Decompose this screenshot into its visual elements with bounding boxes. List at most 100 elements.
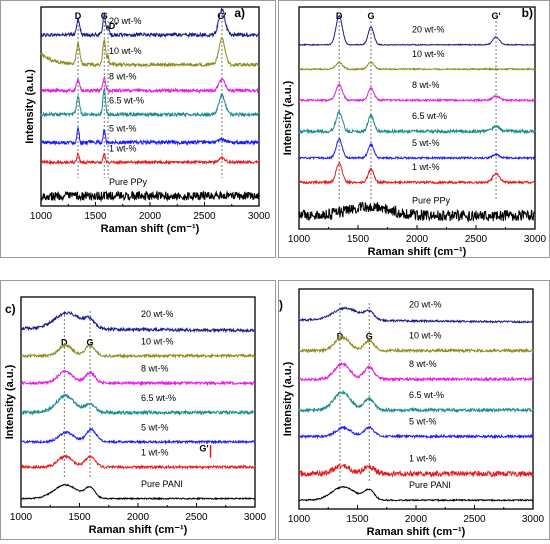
series-line xyxy=(298,485,534,503)
series-line xyxy=(298,425,534,440)
series-line xyxy=(40,36,260,69)
series-line xyxy=(40,75,259,94)
series-label: 5 wt-% xyxy=(109,123,137,133)
series-label: 20 wt-% xyxy=(409,300,442,310)
series-label: 20 wt-% xyxy=(109,16,142,26)
series-label: 10 wt-% xyxy=(412,49,445,59)
series-line xyxy=(21,483,256,501)
series-line xyxy=(40,127,260,147)
y-axis-label: Intensity (a.u.) xyxy=(282,80,294,155)
series-label: 6.5 wt-% xyxy=(409,390,444,400)
series-label: Pure PPy xyxy=(412,195,451,205)
panel-d: D G 20 wt-% 10 wt-% 8 wt-% 6.5 wt-% 5 wt-% 1 wt… xyxy=(272,280,550,540)
chart-a: D GD'G'20 wt-%10 wt-%8 wt-%6.5 wt-%5 wt-%… xyxy=(24,6,271,235)
peak-label: D' xyxy=(109,21,118,31)
peak-label: D xyxy=(337,332,344,342)
series-label: 8 wt-% xyxy=(109,72,137,82)
series-label: 6.5 wt-% xyxy=(109,96,144,106)
series-label: 10 wt-% xyxy=(109,46,142,56)
x-tick-label: 3000 xyxy=(522,514,545,525)
x-tick-label: 2000 xyxy=(405,514,428,525)
peak-label: D xyxy=(75,11,82,21)
series-line xyxy=(298,201,536,223)
x-tick-label: 2500 xyxy=(465,234,488,245)
x-tick-label: 1500 xyxy=(347,234,370,245)
panel-label: a) xyxy=(234,6,245,20)
series-line xyxy=(40,6,260,39)
x-tick-label: 2000 xyxy=(406,234,429,245)
x-tick-label: 1000 xyxy=(10,512,33,523)
series-label: 5 wt-% xyxy=(409,416,437,426)
series-line xyxy=(20,393,256,416)
series-label: 1 wt-% xyxy=(141,448,169,458)
x-axis-label: Raman shift (cm⁻¹) xyxy=(367,526,466,538)
series-line xyxy=(20,427,256,445)
x-tick-label: 3000 xyxy=(244,512,267,523)
series-line xyxy=(40,86,260,118)
x-axis-label: Raman shift (cm⁻¹) xyxy=(368,246,467,257)
series-line xyxy=(298,161,536,186)
x-tick-label: 2000 xyxy=(139,211,162,222)
series-line xyxy=(40,152,260,166)
series-label: 1 wt-% xyxy=(109,143,137,153)
series-label: 5 wt-% xyxy=(412,138,440,148)
series-line xyxy=(298,109,536,135)
series-label: 10 wt-% xyxy=(141,336,174,346)
series-label: 20 wt-% xyxy=(141,309,174,319)
series-line xyxy=(298,335,534,354)
x-tick-label: 1500 xyxy=(346,514,369,525)
series-line xyxy=(20,343,256,359)
peak-label: G xyxy=(367,11,374,21)
x-tick-label: 2500 xyxy=(193,211,216,222)
y-axis-label: Intensity (a.u.) xyxy=(4,364,16,439)
panel-a: D G D' G' 20 wt-% 10 wt-% 8 wt-% 6.5 wt-% 5 wt-%… xyxy=(0,0,276,258)
x-tick-label: 1000 xyxy=(30,211,53,222)
chart-d: D G 20 wt-% 10 wt-% 8 wt-% 6.5 wt-% 5 wt-% 1 wt… xyxy=(272,288,545,538)
chart-c: D G 20 wt-% 10 wt-% 8 wt-% 6.5 wt-% 5 wt-% 1 wt… xyxy=(4,296,267,536)
panel-b: D G G' 20 wt-% 10 wt-% 8 wt-% 6.5 wt-% 5 wt-% 1 … xyxy=(278,0,550,258)
peak-label: D xyxy=(61,337,68,347)
series-line xyxy=(298,82,536,103)
x-tick-label: 2000 xyxy=(127,512,150,523)
y-axis-label: Intensity (a.u.) xyxy=(282,361,294,436)
peak-label: G xyxy=(87,337,94,347)
y-axis-label: Intensity (a.u.) xyxy=(24,69,36,144)
peak-label: G' xyxy=(217,11,226,21)
series-line xyxy=(298,14,536,47)
peak-label: G xyxy=(366,332,373,342)
series-line xyxy=(299,136,536,161)
series-label: 10 wt-% xyxy=(409,331,442,341)
x-tick-label: 2500 xyxy=(185,512,208,523)
chart-b: D G G'20 wt-%10 wt-%8 wt-%6.5 wt-%5 wt-%1 … xyxy=(282,6,547,258)
x-axis-label: Raman shift (cm⁻¹) xyxy=(101,223,200,235)
series-label: 1 wt-% xyxy=(409,454,437,464)
series-line xyxy=(20,369,256,387)
series-label: 8 wt-% xyxy=(141,364,169,374)
series-label: 1 wt-% xyxy=(412,162,440,172)
peak-label: G' xyxy=(491,11,500,21)
series-line xyxy=(298,463,534,478)
series-line xyxy=(40,190,260,203)
x-tick-label: 3000 xyxy=(248,211,271,222)
series-line xyxy=(298,389,534,414)
series-label: 6.5 wt-% xyxy=(412,111,447,121)
series-label: Pure PANI xyxy=(409,480,451,490)
series-label: 20 wt-% xyxy=(412,25,445,35)
panel-label: b) xyxy=(522,6,533,20)
panel-label: d) xyxy=(279,298,283,312)
series-line xyxy=(299,61,536,72)
x-tick-label: 1000 xyxy=(288,234,311,245)
series-label: Pure PPy xyxy=(109,177,148,187)
x-tick-label: 1500 xyxy=(68,512,91,523)
extra-peak-label: G' xyxy=(199,443,208,453)
x-tick-label: 2500 xyxy=(463,514,486,525)
series-label: 5 wt-% xyxy=(141,422,169,432)
series-line xyxy=(298,306,533,324)
series-label: 6.5 wt-% xyxy=(141,393,176,403)
series-line xyxy=(20,453,256,471)
x-tick-label: 1000 xyxy=(288,514,311,525)
panel-c: D G 20 wt-% 10 wt-% 8 wt-% 6.5 wt-% 5 wt-% 1 wt… xyxy=(0,280,276,540)
series-label: 8 wt-% xyxy=(409,359,437,369)
series-line xyxy=(299,361,534,383)
